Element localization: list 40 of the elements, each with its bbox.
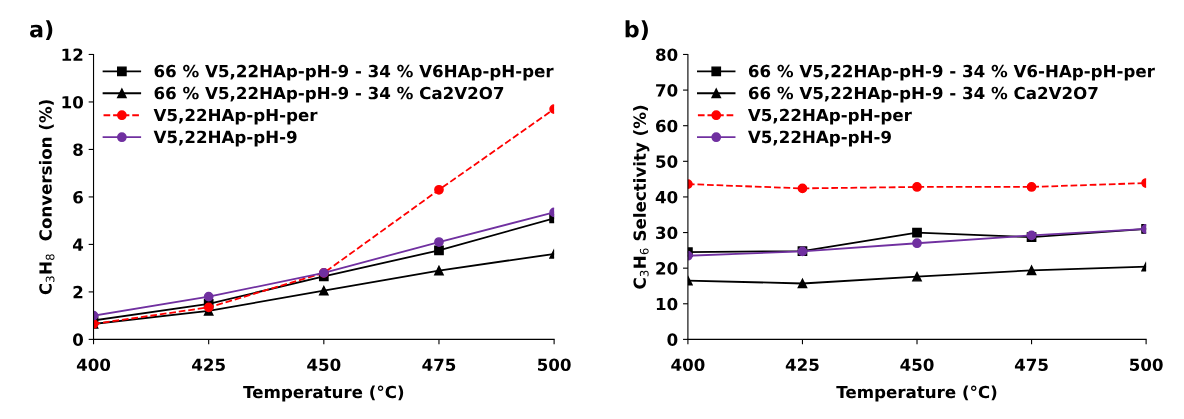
x-axis-title: Temperature (°C)	[243, 385, 404, 402]
y-axis-title: C$_{3}$H$_{8}$ Conversion (%)	[38, 100, 55, 295]
y-tick-label: 80	[656, 48, 678, 62]
x-tick-label: 400	[76, 358, 111, 372]
x-tick-label: 475	[422, 358, 456, 372]
x-tick-label: 500	[538, 358, 571, 372]
x-tick-label: 400	[671, 358, 705, 372]
legend-label: 66 % V5,22HAp-pH-9 - 34 % V6-HAp-pH-per	[748, 64, 1155, 81]
y-tick-label: 0	[667, 333, 678, 346]
legend-label: V5,22HAp-pH-per	[153, 108, 318, 125]
y-tick-label: 0	[73, 333, 84, 346]
y-tick-label: 10	[62, 95, 84, 109]
y-tick-label: 4	[72, 238, 84, 251]
y-tick-label: 50	[656, 155, 678, 168]
legend-label: 66 % V5,22HAp-pH-9 - 34 % Ca2V2O7	[748, 86, 1098, 103]
x-axis-title: Temperature (°C)	[836, 385, 997, 402]
legend-label: 66 % V5,22HAp-pH-9 - 34 % V6HAp-pH-per	[154, 64, 554, 81]
y-tick-label: 2	[73, 285, 83, 299]
chart-title: a)	[30, 20, 53, 41]
chart-title: b)	[625, 20, 648, 41]
y-tick-label: 60	[656, 119, 678, 133]
x-tick-label: 450	[900, 358, 934, 372]
x-tick-label: 450	[307, 358, 341, 372]
legend-label: V5,22HAp-pH-9	[153, 130, 297, 147]
y-tick-label: 8	[73, 143, 83, 157]
legend-label: 66 % V5,22HAp-pH-9 - 34 % Ca2V2O7	[154, 86, 504, 103]
y-tick-label: 30	[656, 226, 678, 240]
legend-label: V5,22HAp-pH-per	[747, 108, 912, 125]
y-tick-label: 40	[655, 190, 678, 204]
x-tick-label: 500	[1130, 358, 1163, 372]
y-tick-label: 10	[656, 297, 678, 311]
y-tick-label: 6	[73, 190, 83, 204]
y-tick-label: 20	[656, 262, 678, 275]
x-tick-label: 425	[192, 358, 225, 372]
y-tick-label: 70	[656, 84, 678, 97]
x-tick-label: 475	[1014, 358, 1048, 372]
legend-label: V5,22HAp-pH-9	[747, 130, 891, 147]
y-axis-title: C$_{3}$H$_{6}$ Selectivity (%)	[633, 105, 650, 289]
x-tick-label: 425	[785, 358, 819, 372]
y-tick-label: 12	[62, 48, 83, 61]
